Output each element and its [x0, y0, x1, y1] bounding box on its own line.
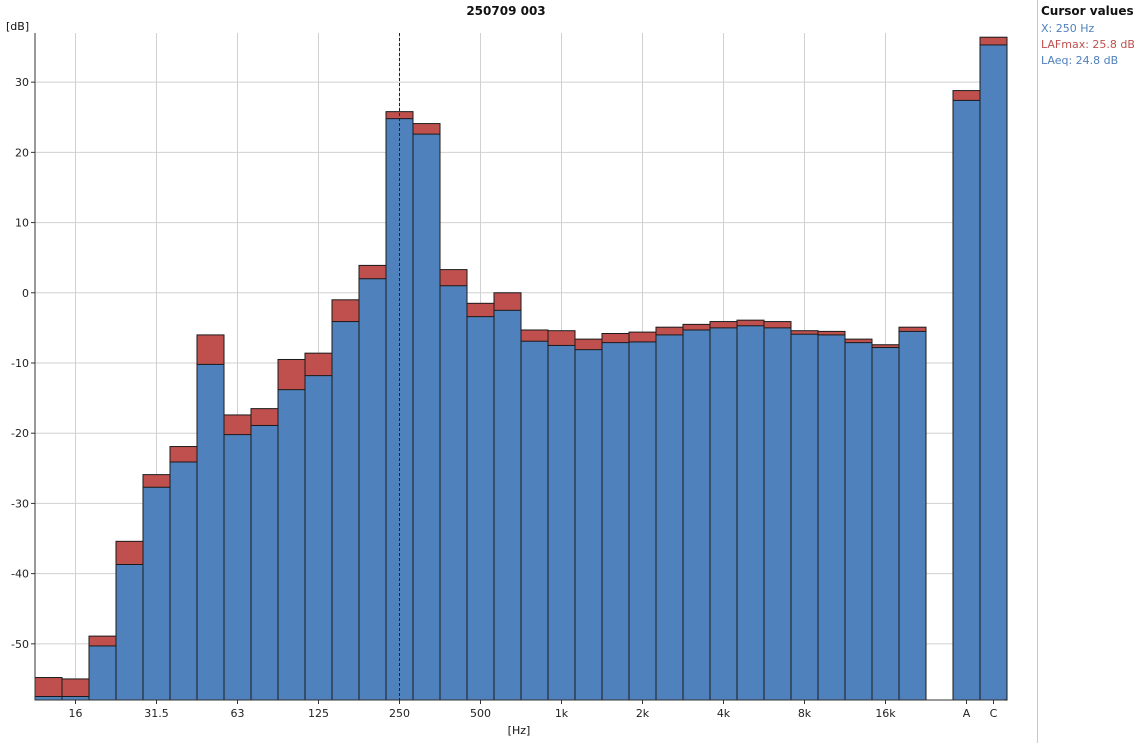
- y-tick-label: -10: [11, 357, 29, 370]
- x-tick-label: 1k: [555, 707, 569, 720]
- y-tick-label: 20: [15, 146, 29, 159]
- bar-laeq: [115, 563, 144, 701]
- x-tick-label: 8k: [798, 707, 812, 720]
- bar-laeq: [682, 329, 711, 701]
- x-axis-label: [Hz]: [508, 724, 531, 737]
- bar-laeq: [979, 44, 1008, 701]
- x-tick-label: 500: [470, 707, 491, 720]
- bar-laeq: [34, 695, 63, 701]
- bar-laeq: [871, 347, 900, 701]
- bar-laeq: [358, 278, 387, 701]
- bar-laeq: [628, 341, 657, 701]
- bar-laeq: [844, 342, 873, 701]
- cursor-laeq-value: LAeq: 24.8 dB: [1041, 54, 1119, 67]
- y-tick-label: -40: [11, 568, 29, 581]
- bar-laeq: [547, 344, 576, 701]
- bar-laeq: [736, 325, 765, 701]
- x-tick-label: C: [990, 707, 998, 720]
- cursor-values-title: Cursor values: [1041, 4, 1134, 18]
- y-tick-label: 30: [15, 76, 29, 89]
- bars-layer: [34, 36, 1008, 701]
- y-tick-label: -20: [11, 427, 29, 440]
- bar-laeq: [709, 327, 738, 701]
- bar-laeq: [304, 375, 333, 701]
- cursor-lafmax-value: LAFmax: 25.8 dB: [1041, 38, 1135, 51]
- bar-laeq: [61, 695, 90, 701]
- bar-laeq: [817, 334, 846, 701]
- y-tick-label: -30: [11, 497, 29, 510]
- bar-laeq: [250, 424, 279, 701]
- y-tick-label: -50: [11, 638, 29, 651]
- bar-laeq: [790, 333, 819, 701]
- y-tick-label: 10: [15, 217, 29, 230]
- bar-laeq: [466, 316, 495, 701]
- x-tick-label: 63: [231, 707, 245, 720]
- chart-title: 250709 003: [466, 4, 545, 18]
- axes-layer: [34, 33, 1004, 701]
- bar-laeq: [439, 285, 468, 701]
- x-tick-label: 2k: [636, 707, 650, 720]
- x-tick-label: 16k: [875, 707, 896, 720]
- bar-laeq: [952, 99, 981, 701]
- bar-laeq: [142, 486, 171, 701]
- x-tick-label: 16: [69, 707, 83, 720]
- bar-laeq: [223, 434, 252, 701]
- cursor-x-value: X: 250 Hz: [1041, 22, 1095, 35]
- x-tick-label: 250: [389, 707, 410, 720]
- bar-laeq: [763, 327, 792, 701]
- bar-laeq: [277, 389, 306, 701]
- ticks-layer: -50 -40 -30 -20 -10 0 10 20 30 16 31.5 63 125 250 500 1…: [11, 76, 998, 720]
- bar-laeq: [331, 321, 360, 701]
- bar-laeq: [898, 330, 927, 701]
- x-tick-label: 125: [308, 707, 329, 720]
- bar-laeq: [601, 342, 630, 701]
- bar-laeq: [655, 334, 684, 701]
- cursor-values-panel: Cursor values X: 250 Hz LAFmax: 25.8 dB …: [1037, 0, 1141, 743]
- x-tick-label: A: [963, 707, 971, 720]
- bar-laeq: [412, 133, 441, 701]
- bar-laeq: [574, 349, 603, 701]
- bar-laeq: [88, 645, 117, 701]
- bar-laeq: [520, 340, 549, 701]
- x-tick-label: 4k: [717, 707, 731, 720]
- y-axis-label: [dB]: [6, 20, 29, 33]
- y-tick-label: 0: [22, 287, 29, 300]
- bar-laeq: [169, 461, 198, 701]
- bar-laeq: [493, 309, 522, 701]
- x-tick-label: 31.5: [144, 707, 169, 720]
- bar-laeq: [196, 363, 225, 701]
